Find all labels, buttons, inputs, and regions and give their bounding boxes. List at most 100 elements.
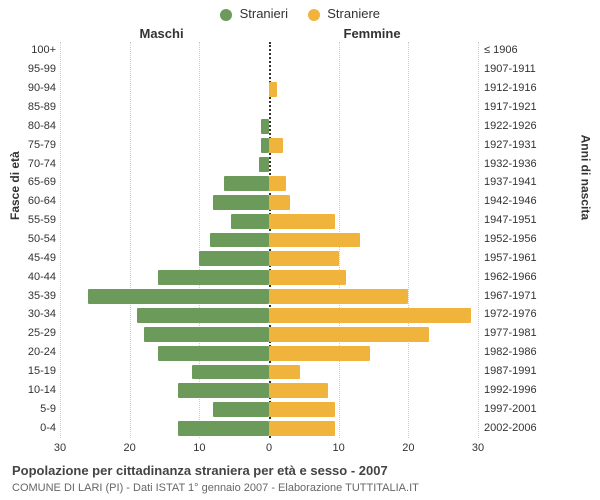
- legend-label-male: Stranieri: [240, 6, 288, 21]
- bar-male: [144, 327, 269, 342]
- bar-female: [269, 346, 370, 361]
- age-label: 75-79: [20, 139, 56, 151]
- age-label: 100+: [20, 44, 56, 56]
- pyramid-row: [60, 364, 478, 381]
- pyramid-row: [60, 420, 478, 437]
- birth-year-label: 1997-2001: [484, 403, 554, 415]
- legend: Stranieri Straniere: [0, 6, 600, 21]
- legend-swatch-male: [220, 9, 232, 21]
- bar-male: [261, 138, 269, 153]
- age-label: 5-9: [20, 403, 56, 415]
- age-label: 25-29: [20, 327, 56, 339]
- legend-item-male: Stranieri: [220, 6, 288, 21]
- birth-year-label: 1917-1921: [484, 101, 554, 113]
- pyramid-row: [60, 175, 478, 192]
- pyramid-row: [60, 288, 478, 305]
- bar-male: [192, 365, 269, 380]
- bar-male: [88, 289, 269, 304]
- legend-label-female: Straniere: [327, 6, 380, 21]
- pyramid-row: [60, 213, 478, 230]
- bar-female: [269, 195, 290, 210]
- bar-male: [231, 214, 269, 229]
- x-tick-male: 10: [193, 442, 205, 454]
- pyramid-row: [60, 100, 478, 117]
- age-label: 10-14: [20, 384, 56, 396]
- bar-male: [178, 421, 269, 436]
- age-label: 20-24: [20, 346, 56, 358]
- bar-male: [158, 270, 269, 285]
- birth-year-label: 1927-1931: [484, 139, 554, 151]
- bar-female: [269, 176, 286, 191]
- population-pyramid-chart: Stranieri Straniere Fasce di età Anni di…: [0, 0, 600, 500]
- x-tick-female: 10: [333, 442, 345, 454]
- bar-male: [178, 383, 269, 398]
- bar-male: [213, 195, 269, 210]
- age-label: 95-99: [20, 63, 56, 75]
- bar-male: [224, 176, 269, 191]
- bar-female: [269, 365, 300, 380]
- birth-year-label: 1937-1941: [484, 176, 554, 188]
- birth-year-label: 1957-1961: [484, 252, 554, 264]
- birth-year-label: 1952-1956: [484, 233, 554, 245]
- plot-area: [60, 42, 478, 438]
- age-label: 15-19: [20, 365, 56, 377]
- age-label: 45-49: [20, 252, 56, 264]
- bar-male: [259, 157, 269, 172]
- pyramid-row: [60, 382, 478, 399]
- pyramid-row: [60, 307, 478, 324]
- birth-year-label: 1987-1991: [484, 365, 554, 377]
- x-tick-male: 0: [266, 442, 272, 454]
- age-label: 60-64: [20, 195, 56, 207]
- pyramid-row: [60, 269, 478, 286]
- legend-item-female: Straniere: [308, 6, 380, 21]
- chart-title: Popolazione per cittadinanza straniera p…: [12, 463, 388, 478]
- y-axis-label-right: Anni di nascita: [578, 135, 592, 220]
- pyramid-row: [60, 232, 478, 249]
- age-label: 30-34: [20, 308, 56, 320]
- bar-female: [269, 270, 346, 285]
- legend-swatch-female: [308, 9, 320, 21]
- age-label: 40-44: [20, 271, 56, 283]
- bar-male: [158, 346, 269, 361]
- bar-male: [199, 251, 269, 266]
- birth-year-label: 1977-1981: [484, 327, 554, 339]
- bar-female: [269, 421, 335, 436]
- x-tick-male: 30: [54, 442, 66, 454]
- x-tick-female: 20: [402, 442, 414, 454]
- birth-year-label: 1992-1996: [484, 384, 554, 396]
- age-label: 85-89: [20, 101, 56, 113]
- birth-year-label: ≤ 1906: [484, 44, 554, 56]
- pyramid-row: [60, 345, 478, 362]
- pyramid-row: [60, 118, 478, 135]
- birth-year-label: 1967-1971: [484, 290, 554, 302]
- age-label: 90-94: [20, 82, 56, 94]
- bar-female: [269, 82, 277, 97]
- bar-female: [269, 383, 328, 398]
- x-tick-male: 20: [124, 442, 136, 454]
- birth-year-label: 1982-1986: [484, 346, 554, 358]
- column-header-female: Femmine: [344, 26, 401, 41]
- bar-female: [269, 327, 429, 342]
- birth-year-label: 1942-1946: [484, 195, 554, 207]
- bar-female: [269, 251, 339, 266]
- gridline: [478, 42, 479, 438]
- pyramid-row: [60, 156, 478, 173]
- pyramid-row: [60, 81, 478, 98]
- birth-year-label: 1972-1976: [484, 308, 554, 320]
- birth-year-label: 1962-1966: [484, 271, 554, 283]
- birth-year-label: 1947-1951: [484, 214, 554, 226]
- birth-year-label: 1907-1911: [484, 63, 554, 75]
- pyramid-row: [60, 194, 478, 211]
- pyramid-row: [60, 43, 478, 60]
- birth-year-label: 1932-1936: [484, 158, 554, 170]
- bar-female: [269, 308, 471, 323]
- age-label: 0-4: [20, 422, 56, 434]
- age-label: 55-59: [20, 214, 56, 226]
- age-label: 65-69: [20, 176, 56, 188]
- pyramid-row: [60, 326, 478, 343]
- bar-male: [210, 233, 269, 248]
- age-label: 70-74: [20, 158, 56, 170]
- bar-female: [269, 289, 408, 304]
- bar-female: [269, 402, 335, 417]
- bar-female: [269, 138, 283, 153]
